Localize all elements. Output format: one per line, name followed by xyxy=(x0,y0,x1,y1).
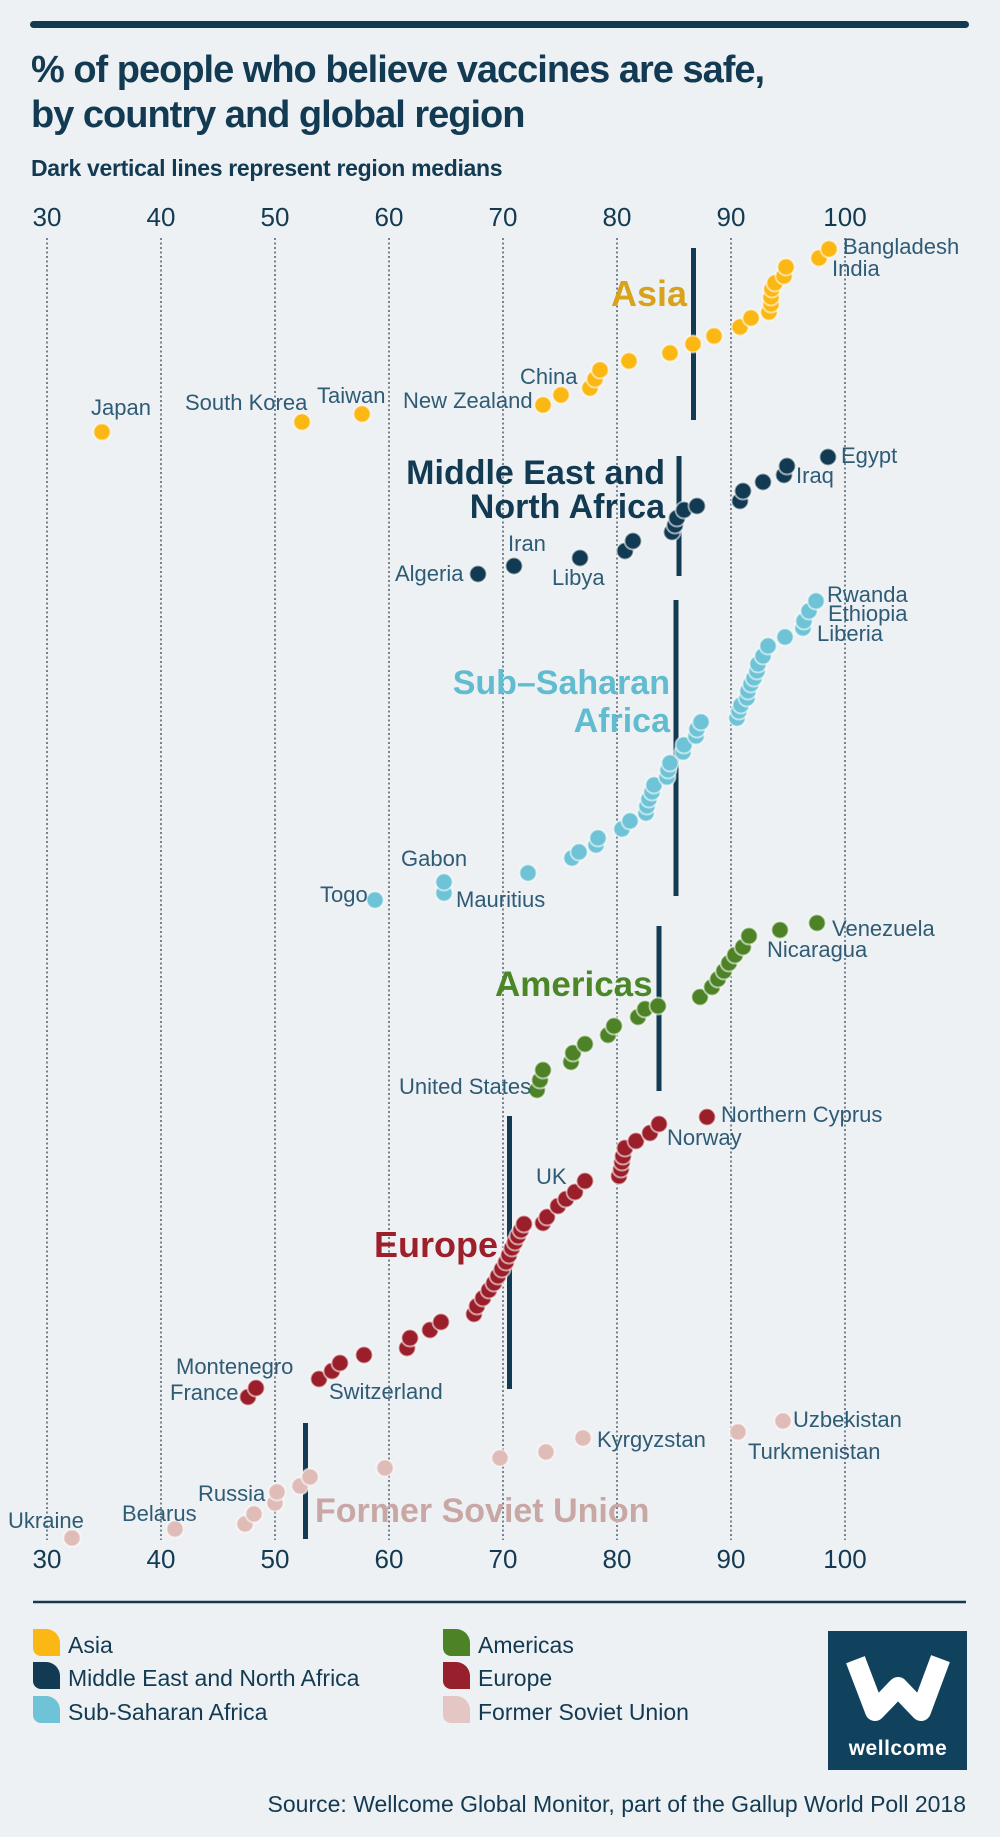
svg-text:Rwanda: Rwanda xyxy=(827,582,908,607)
svg-text:Taiwan: Taiwan xyxy=(317,383,385,408)
svg-text:Europe: Europe xyxy=(374,1224,498,1265)
svg-text:60: 60 xyxy=(375,1544,404,1574)
svg-text:Ukraine: Ukraine xyxy=(8,1508,84,1533)
svg-text:Former Soviet Union: Former Soviet Union xyxy=(478,1699,689,1725)
svg-text:Nicaragua: Nicaragua xyxy=(767,937,868,962)
svg-text:by country and global region: by country and global region xyxy=(31,94,524,136)
svg-text:India: India xyxy=(832,256,880,281)
svg-text:Montenegro: Montenegro xyxy=(176,1354,293,1379)
svg-text:Norway: Norway xyxy=(667,1125,742,1150)
svg-text:90: 90 xyxy=(717,1544,746,1574)
svg-text:Switzerland: Switzerland xyxy=(329,1379,443,1404)
svg-text:Iraq: Iraq xyxy=(796,463,834,488)
svg-text:Sub–Saharan: Sub–Saharan xyxy=(453,664,670,702)
svg-text:Gabon: Gabon xyxy=(401,846,467,871)
svg-text:Middle East and: Middle East and xyxy=(406,454,665,492)
svg-text:Mauritius: Mauritius xyxy=(456,887,545,912)
svg-text:Togo: Togo xyxy=(320,882,368,907)
svg-text:40: 40 xyxy=(147,1544,176,1574)
svg-text:Former Soviet Union: Former Soviet Union xyxy=(315,1492,649,1530)
svg-text:Algeria: Algeria xyxy=(395,561,464,586)
svg-text:Bangladesh: Bangladesh xyxy=(843,234,959,259)
svg-text:North Africa: North Africa xyxy=(470,488,666,526)
svg-text:China: China xyxy=(520,364,578,389)
svg-text:80: 80 xyxy=(603,1544,632,1574)
svg-text:Americas: Americas xyxy=(495,965,653,1004)
svg-text:50: 50 xyxy=(261,202,290,232)
svg-text:Liberia: Liberia xyxy=(817,621,884,646)
svg-text:Europe: Europe xyxy=(478,1665,552,1691)
svg-text:New Zealand: New Zealand xyxy=(403,388,533,413)
svg-text:50: 50 xyxy=(261,1544,290,1574)
svg-text:Kyrgyzstan: Kyrgyzstan xyxy=(597,1427,706,1452)
svg-text:40: 40 xyxy=(147,202,176,232)
svg-text:South Korea: South Korea xyxy=(185,390,308,415)
svg-text:Asia: Asia xyxy=(68,1632,113,1658)
svg-text:30: 30 xyxy=(33,1544,62,1574)
svg-text:Source: Wellcome Global Monito: Source: Wellcome Global Monitor, part of… xyxy=(268,1791,966,1817)
svg-text:France: France xyxy=(170,1380,238,1405)
svg-text:Asia: Asia xyxy=(611,273,688,314)
svg-text:Uzbekistan: Uzbekistan xyxy=(793,1407,902,1432)
svg-text:UK: UK xyxy=(536,1164,567,1189)
svg-text:Northern Cyprus: Northern Cyprus xyxy=(721,1102,882,1127)
svg-text:90: 90 xyxy=(717,202,746,232)
svg-text:Libya: Libya xyxy=(552,565,605,590)
svg-text:Ethiopia: Ethiopia xyxy=(828,601,908,626)
svg-text:Venezuela: Venezuela xyxy=(832,916,936,941)
svg-text:Sub-Saharan Africa: Sub-Saharan Africa xyxy=(68,1699,268,1725)
svg-text:Africa: Africa xyxy=(574,702,671,740)
svg-text:Iran: Iran xyxy=(508,531,546,556)
svg-text:70: 70 xyxy=(489,1544,518,1574)
svg-text:wellcome: wellcome xyxy=(848,1737,948,1760)
svg-text:Russia: Russia xyxy=(198,1481,266,1506)
svg-text:30: 30 xyxy=(33,202,62,232)
svg-text:Egypt: Egypt xyxy=(841,443,897,468)
svg-text:Dark vertical lines represent: Dark vertical lines represent region med… xyxy=(31,155,502,181)
svg-text:% of people who believe vaccin: % of people who believe vaccines are saf… xyxy=(31,49,764,91)
svg-text:100: 100 xyxy=(823,1544,866,1574)
svg-text:60: 60 xyxy=(375,202,404,232)
svg-text:Japan: Japan xyxy=(91,395,151,420)
svg-text:United States: United States xyxy=(399,1074,531,1099)
svg-text:80: 80 xyxy=(603,202,632,232)
svg-text:Americas: Americas xyxy=(478,1632,574,1658)
svg-text:70: 70 xyxy=(489,202,518,232)
svg-text:Middle East and North Africa: Middle East and North Africa xyxy=(68,1665,360,1691)
svg-text:100: 100 xyxy=(823,202,866,232)
svg-text:Belarus: Belarus xyxy=(122,1501,197,1526)
svg-text:Turkmenistan: Turkmenistan xyxy=(748,1439,880,1464)
